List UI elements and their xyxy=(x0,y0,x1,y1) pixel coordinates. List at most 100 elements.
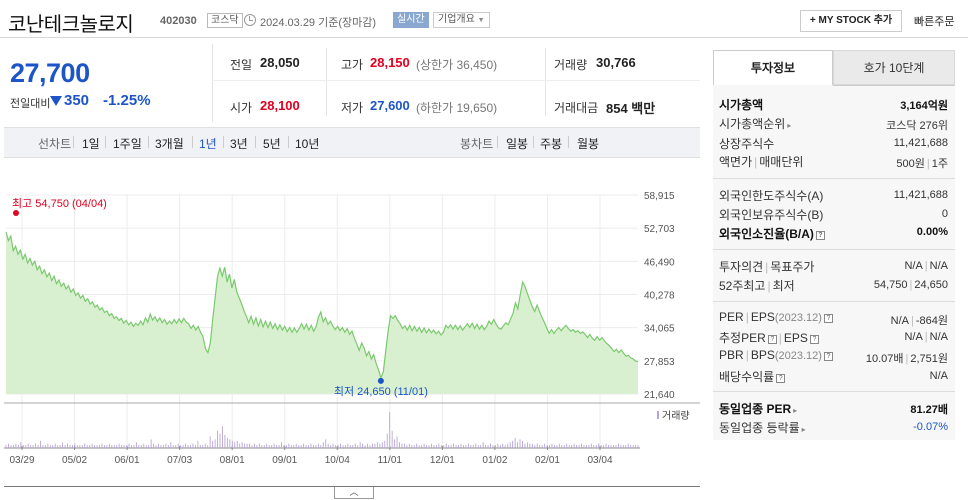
volume-bar xyxy=(99,445,100,448)
volume-bar xyxy=(91,443,93,448)
candle-monthly[interactable]: 월봉 xyxy=(577,137,600,151)
volume-bar xyxy=(106,445,108,448)
realtime-badge[interactable]: 실시간 xyxy=(393,12,429,28)
volume-bar xyxy=(514,437,516,448)
volume-bar xyxy=(20,442,22,448)
help-icon[interactable]: ? xyxy=(823,314,833,323)
volume-bar xyxy=(187,445,189,448)
y-tick-label: 58,915 xyxy=(644,191,675,202)
volume-bar xyxy=(401,443,403,448)
volume-bar xyxy=(581,443,582,448)
volume-bar xyxy=(519,439,521,448)
range-1w[interactable]: 1주일 xyxy=(113,137,142,151)
volume-bar xyxy=(475,443,477,448)
volume-bar xyxy=(59,445,61,448)
company-overview-dropdown[interactable]: 기업개요 ▼ xyxy=(433,12,490,28)
price-chart[interactable]: 58,915 52,703 46,490 40,278 34,065 27,853 21,6… xyxy=(0,160,700,488)
volume-bar xyxy=(344,445,346,448)
quick-order-link[interactable]: 빠른주문 xyxy=(914,16,955,28)
change-label: 전일대비 xyxy=(10,98,51,110)
volume-bar xyxy=(384,440,386,448)
volume-bar xyxy=(438,443,440,448)
volume-bar xyxy=(625,445,627,448)
y-axis-labels: 58,915 52,703 46,490 40,278 34,065 27,853 21,6… xyxy=(644,191,675,401)
market-cap-rank-label[interactable]: 시가총액순위 ▸ xyxy=(719,117,792,131)
x-tick-label: 05/02 xyxy=(62,455,87,466)
volume-bar xyxy=(576,445,578,448)
candle-daily[interactable]: 일봉 xyxy=(506,137,529,151)
industry-per-label[interactable]: 동일업종 PER ▸ xyxy=(719,402,798,416)
range-1y[interactable]: 1년 xyxy=(199,137,217,151)
volume-bar xyxy=(403,443,405,448)
volume-bar xyxy=(541,445,543,448)
week52-label: 52주최고 | 최저 xyxy=(719,279,795,293)
range-3m[interactable]: 3개월 xyxy=(155,137,184,151)
est-per-value: N/A | N/A xyxy=(904,331,948,343)
prev-close-label: 전일 xyxy=(230,58,253,72)
volume-bar xyxy=(561,445,563,448)
volume-bar xyxy=(317,443,319,448)
candle-weekly[interactable]: 주봉 xyxy=(540,137,563,151)
volume-bar xyxy=(239,443,241,448)
volume-bar xyxy=(94,445,96,448)
divider xyxy=(212,80,700,81)
volume-bar xyxy=(234,442,236,448)
volume-bar xyxy=(394,439,396,448)
x-tick-label: 06/01 xyxy=(115,455,140,466)
volume-bar xyxy=(40,440,41,448)
range-1d[interactable]: 1일 xyxy=(82,137,100,151)
range-10y[interactable]: 10년 xyxy=(295,137,320,151)
x-tick-label: 03/29 xyxy=(9,455,34,466)
volume-bar xyxy=(433,445,435,448)
invest-info-panel xyxy=(713,50,955,440)
volume-bar xyxy=(123,445,125,448)
range-3y[interactable]: 3년 xyxy=(230,137,248,151)
volume-bar xyxy=(340,443,341,448)
volume-bar xyxy=(526,442,528,448)
volume-bar xyxy=(396,436,398,448)
volume-bar xyxy=(359,442,361,448)
volume-bar xyxy=(224,435,226,448)
volume-bar xyxy=(27,443,29,448)
volume-bar xyxy=(25,445,27,448)
tab-quote-10[interactable]: 호가 10단계 xyxy=(833,50,955,85)
volume-bar xyxy=(571,445,573,448)
pbr-bps-value: 10.07배 | 2,751원 xyxy=(865,353,948,365)
volume-bar xyxy=(590,443,592,448)
help-icon[interactable]: ? xyxy=(815,231,825,240)
volume-bar xyxy=(69,445,71,448)
help-icon[interactable]: ? xyxy=(767,335,777,344)
volume-bar xyxy=(315,445,317,448)
add-mystock-button[interactable]: + MY STOCK 추가 xyxy=(800,10,902,32)
volume-bar xyxy=(497,443,499,448)
help-icon[interactable]: ? xyxy=(776,374,786,383)
help-icon[interactable]: ? xyxy=(823,352,833,361)
volume-bar xyxy=(556,445,558,448)
price-line xyxy=(5,231,639,380)
lower-limit: (하한가 19,650) xyxy=(416,101,498,115)
y-tick-label: 27,853 xyxy=(644,357,675,368)
volume-bar xyxy=(362,443,364,448)
collapse-button[interactable]: ︿ xyxy=(334,487,374,499)
volume-bar xyxy=(153,443,155,448)
volume-bar xyxy=(177,443,179,448)
volume-bar xyxy=(588,445,590,448)
volume-bar xyxy=(531,443,533,448)
volume-bar xyxy=(477,445,479,448)
tab-invest-info[interactable]: 투자정보 xyxy=(713,50,833,85)
volume-bar xyxy=(295,443,297,448)
volume-bar xyxy=(15,443,17,448)
volume-bar xyxy=(165,443,167,448)
dividend-label: 배당수익률? xyxy=(719,368,786,385)
x-tick-label: 11/01 xyxy=(378,455,403,466)
low-marker xyxy=(377,377,384,384)
down-arrow-icon xyxy=(50,96,62,106)
amount-value: 854 백만 xyxy=(606,101,656,116)
volume-bar xyxy=(76,445,78,448)
shares-label: 상장주식수 xyxy=(719,137,775,151)
volume-bar xyxy=(138,445,140,448)
industry-rate-label[interactable]: 동일업종 등락률 ▸ xyxy=(719,421,806,435)
help-icon[interactable]: ? xyxy=(809,335,819,344)
range-5y[interactable]: 5년 xyxy=(263,137,281,151)
volume-bar xyxy=(52,445,54,448)
